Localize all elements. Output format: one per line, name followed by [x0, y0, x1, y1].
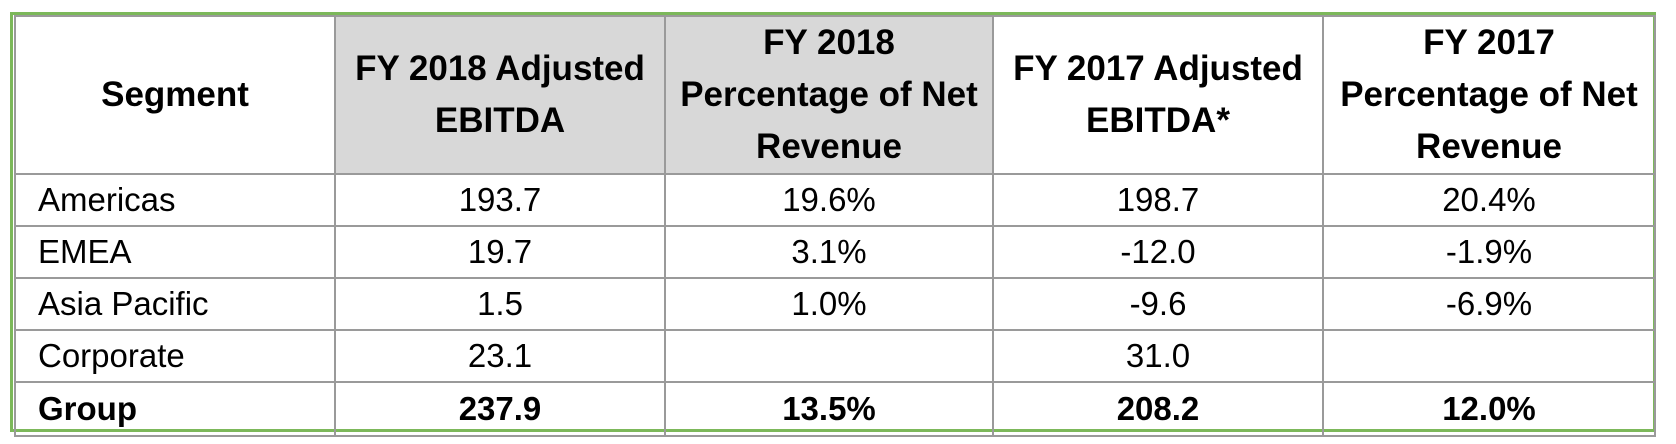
header-fy2018-percentage-net-revenue: FY 2018 Percentage of Net Revenue [664, 15, 994, 175]
total-fy2018-ebitda: 237.9 [334, 381, 666, 437]
fy2017-ebitda-cell: 198.7 [992, 173, 1324, 227]
total-fy2018-percentage: 13.5% [664, 381, 994, 437]
total-row: Group 237.9 13.5% 208.2 12.0% [14, 381, 1656, 437]
segment-ebitda-table: Segment FY 2018 Adjusted EBITDA FY 2018 … [14, 15, 1656, 437]
total-label: Group [14, 381, 336, 437]
header-fy2017-percentage-net-revenue: FY 2017 Percentage of Net Revenue [1322, 15, 1656, 175]
header-fy2018-adjusted-ebitda: FY 2018 Adjusted EBITDA [334, 15, 666, 175]
table-row: Americas 193.7 19.6% 198.7 20.4% [14, 173, 1656, 227]
fy2017-ebitda-cell: -9.6 [992, 277, 1324, 331]
segment-name: EMEA [14, 225, 336, 279]
segment-name: Americas [14, 173, 336, 227]
fy2018-percentage-cell: 19.6% [664, 173, 994, 227]
total-fy2017-ebitda: 208.2 [992, 381, 1324, 437]
fy2017-percentage-cell: -1.9% [1322, 225, 1656, 279]
fy2018-ebitda-cell: 193.7 [334, 173, 666, 227]
segment-name: Corporate [14, 329, 336, 383]
fy2018-percentage-cell: 3.1% [664, 225, 994, 279]
fy2018-percentage-cell: 1.0% [664, 277, 994, 331]
fy2017-percentage-cell: -6.9% [1322, 277, 1656, 331]
fy2017-ebitda-cell: -12.0 [992, 225, 1324, 279]
fy2017-ebitda-cell: 31.0 [992, 329, 1324, 383]
fy2017-percentage-cell: 20.4% [1322, 173, 1656, 227]
table-row: EMEA 19.7 3.1% -12.0 -1.9% [14, 225, 1656, 279]
header-fy2017-adjusted-ebitda: FY 2017 Adjusted EBITDA* [992, 15, 1324, 175]
fy2018-ebitda-cell: 23.1 [334, 329, 666, 383]
fy2018-percentage-cell [664, 329, 994, 383]
header-segment: Segment [14, 15, 336, 175]
total-fy2017-percentage: 12.0% [1322, 381, 1656, 437]
table-row: Corporate 23.1 31.0 [14, 329, 1656, 383]
fy2018-ebitda-cell: 1.5 [334, 277, 666, 331]
table-row: Asia Pacific 1.5 1.0% -9.6 -6.9% [14, 277, 1656, 331]
fy2018-ebitda-cell: 19.7 [334, 225, 666, 279]
fy2017-percentage-cell [1322, 329, 1656, 383]
segment-name: Asia Pacific [14, 277, 336, 331]
header-row: Segment FY 2018 Adjusted EBITDA FY 2018 … [14, 15, 1656, 175]
table-frame: Segment FY 2018 Adjusted EBITDA FY 2018 … [10, 12, 1656, 437]
